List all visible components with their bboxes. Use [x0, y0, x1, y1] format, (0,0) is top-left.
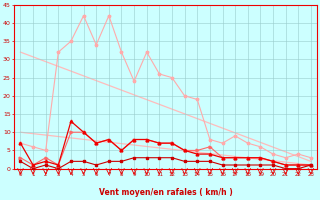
X-axis label: Vent moyen/en rafales ( km/h ): Vent moyen/en rafales ( km/h ) [99, 188, 233, 197]
